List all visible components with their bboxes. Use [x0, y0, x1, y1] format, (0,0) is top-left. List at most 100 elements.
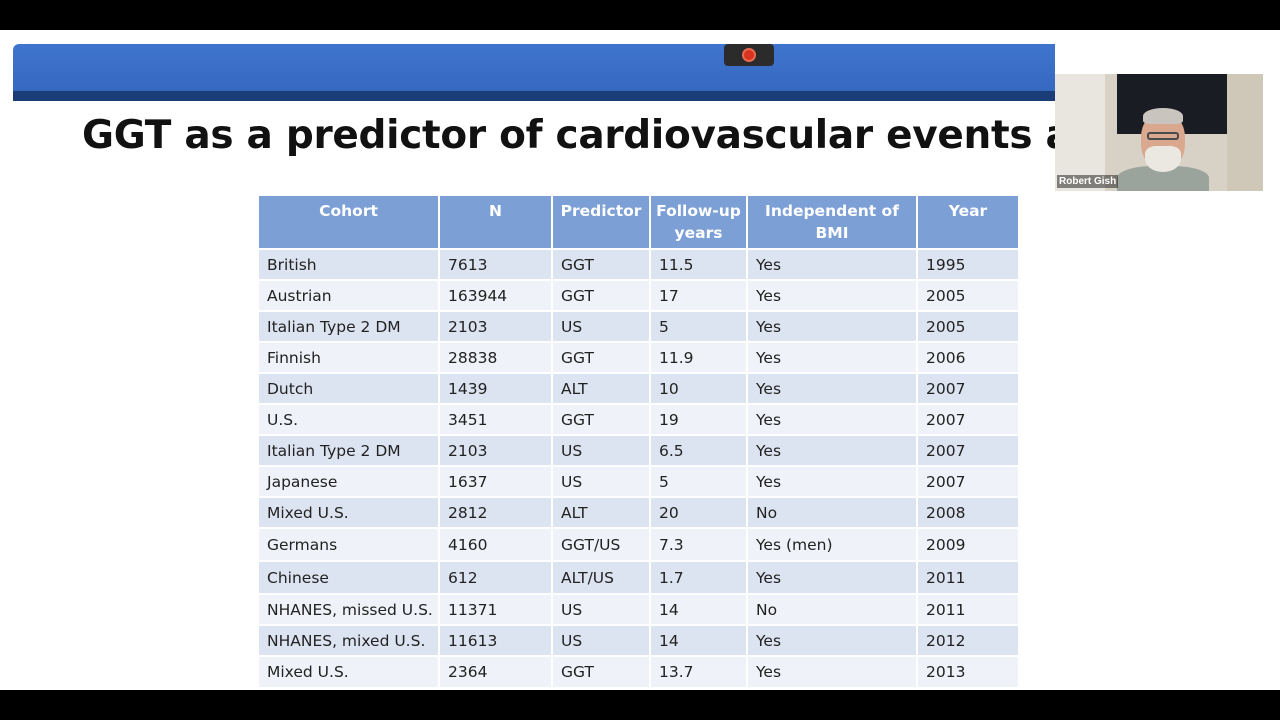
cell-follow-up: 13.7	[650, 655, 748, 687]
cell-independent-of-bmi: Yes	[747, 310, 918, 342]
cell-predictor: US	[552, 624, 651, 656]
recording-indicator[interactable]	[724, 44, 774, 66]
cell-independent-of-bmi: Yes	[747, 465, 918, 497]
table-header-row: Cohort N Predictor Follow-up years Indep…	[259, 196, 1018, 249]
participant-name: Robert Gish	[1057, 175, 1119, 188]
cell-independent-of-bmi: Yes (men)	[747, 527, 918, 561]
table-row: NHANES, mixed U.S. 11613 US 14 Yes 2012	[259, 624, 1018, 656]
cell-n: 2103	[439, 434, 553, 466]
cell-independent-of-bmi: No	[747, 593, 918, 625]
table-row: U.S. 3451 GGT 19 Yes 2007	[259, 403, 1018, 435]
cell-cohort: U.S.	[259, 403, 440, 435]
cell-cohort: NHANES, missed U.S.	[259, 593, 440, 625]
cell-follow-up: 10	[650, 372, 748, 404]
table-row: British 7613 GGT 11.5 Yes 1995	[259, 248, 1018, 280]
cell-predictor: US	[552, 434, 651, 466]
cell-independent-of-bmi: Yes	[747, 372, 918, 404]
cell-n: 2812	[439, 496, 553, 528]
cell-follow-up: 17	[650, 279, 748, 311]
cell-predictor: GGT	[552, 403, 651, 435]
cell-follow-up: 14	[650, 593, 748, 625]
cell-year: 2011	[917, 560, 1018, 594]
cell-cohort: NHANES, mixed U.S.	[259, 624, 440, 656]
table-row: Chinese 612 ALT/US 1.7 Yes 2011	[259, 560, 1018, 594]
header-cohort: Cohort	[259, 196, 440, 249]
cell-follow-up: 1.7	[650, 560, 748, 594]
cell-predictor: GGT	[552, 248, 651, 280]
slide-title: GGT as a predictor of cardiovascular eve…	[82, 113, 1057, 158]
table-row: Italian Type 2 DM 2103 US 5 Yes 2005	[259, 310, 1018, 342]
table-row: Austrian 163944 GGT 17 Yes 2005	[259, 279, 1018, 311]
slide-header-stripe	[13, 91, 1055, 101]
header-predictor: Predictor	[552, 196, 651, 249]
header-independent-of-bmi: Independent of BMI	[747, 196, 918, 249]
top-letterbox	[0, 0, 1280, 30]
cell-predictor: ALT	[552, 372, 651, 404]
cell-n: 28838	[439, 341, 553, 373]
cell-cohort: Mixed U.S.	[259, 496, 440, 528]
cell-year: 2006	[917, 341, 1018, 373]
cell-cohort: Italian Type 2 DM	[259, 434, 440, 466]
cohort-table: Cohort N Predictor Follow-up years Indep…	[259, 196, 1018, 687]
cell-n: 3451	[439, 403, 553, 435]
cell-year: 2007	[917, 403, 1018, 435]
shared-slide: GGT as a predictor of cardiovascular eve…	[0, 30, 1280, 690]
header-n: N	[439, 196, 553, 249]
cell-year: 2005	[917, 279, 1018, 311]
cell-cohort: Finnish	[259, 341, 440, 373]
record-icon	[742, 48, 756, 62]
cell-predictor: GGT	[552, 279, 651, 311]
cell-n: 11371	[439, 593, 553, 625]
cell-predictor: GGT	[552, 655, 651, 687]
participant-video-tile[interactable]: Robert Gish	[1055, 74, 1263, 191]
table-row: Dutch 1439 ALT 10 Yes 2007	[259, 372, 1018, 404]
cell-n: 2103	[439, 310, 553, 342]
cell-cohort: Mixed U.S.	[259, 655, 440, 687]
slide-header-band	[13, 44, 1055, 91]
cell-n: 1439	[439, 372, 553, 404]
cell-cohort: Chinese	[259, 560, 440, 594]
cell-n: 612	[439, 560, 553, 594]
cell-cohort: British	[259, 248, 440, 280]
table-row: Japanese 1637 US 5 Yes 2007	[259, 465, 1018, 497]
cell-predictor: US	[552, 310, 651, 342]
cell-follow-up: 11.9	[650, 341, 748, 373]
cell-n: 163944	[439, 279, 553, 311]
cell-n: 1637	[439, 465, 553, 497]
table-row: Italian Type 2 DM 2103 US 6.5 Yes 2007	[259, 434, 1018, 466]
cell-n: 4160	[439, 527, 553, 561]
cell-year: 2012	[917, 624, 1018, 656]
table-row: Mixed U.S. 2364 GGT 13.7 Yes 2013	[259, 655, 1018, 687]
cell-cohort: Japanese	[259, 465, 440, 497]
cell-independent-of-bmi: Yes	[747, 560, 918, 594]
cell-cohort: Italian Type 2 DM	[259, 310, 440, 342]
cell-year: 2011	[917, 593, 1018, 625]
cell-independent-of-bmi: Yes	[747, 434, 918, 466]
cell-independent-of-bmi: Yes	[747, 279, 918, 311]
cell-follow-up: 11.5	[650, 248, 748, 280]
cell-follow-up: 14	[650, 624, 748, 656]
cell-follow-up: 5	[650, 465, 748, 497]
cell-predictor: US	[552, 465, 651, 497]
cell-independent-of-bmi: Yes	[747, 403, 918, 435]
cell-year: 2007	[917, 434, 1018, 466]
cell-year: 1995	[917, 248, 1018, 280]
cell-year: 2009	[917, 527, 1018, 561]
header-follow-up-years: Follow-up years	[650, 196, 748, 249]
cell-year: 2005	[917, 310, 1018, 342]
cell-independent-of-bmi: Yes	[747, 624, 918, 656]
cell-cohort: Germans	[259, 527, 440, 561]
cell-predictor: GGT	[552, 341, 651, 373]
cell-independent-of-bmi: Yes	[747, 248, 918, 280]
cell-independent-of-bmi: Yes	[747, 655, 918, 687]
bottom-letterbox	[0, 690, 1280, 720]
table-row: NHANES, missed U.S. 11371 US 14 No 2011	[259, 593, 1018, 625]
cell-n: 11613	[439, 624, 553, 656]
table-row: Mixed U.S. 2812 ALT 20 No 2008	[259, 496, 1018, 528]
cell-independent-of-bmi: No	[747, 496, 918, 528]
cell-n: 7613	[439, 248, 553, 280]
cell-year: 2007	[917, 372, 1018, 404]
cell-follow-up: 19	[650, 403, 748, 435]
cell-follow-up: 5	[650, 310, 748, 342]
cell-predictor: ALT	[552, 496, 651, 528]
